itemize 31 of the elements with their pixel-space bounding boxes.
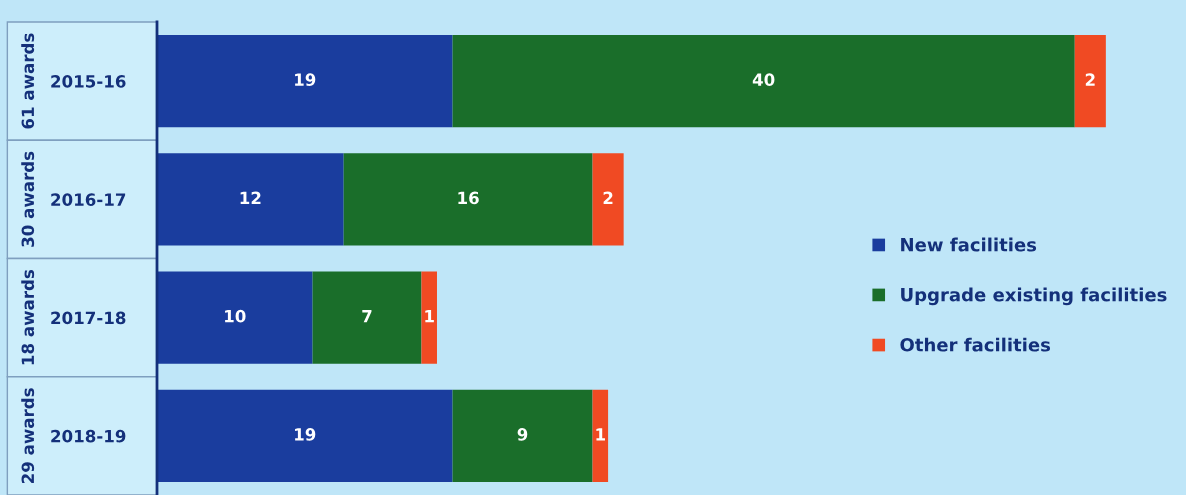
legend-label: Upgrade existing facilities (901, 287, 1167, 306)
data-label: 7 (362, 310, 372, 323)
legend-label: New facilities (901, 237, 1037, 252)
data-label: 9 (517, 428, 528, 441)
y-tick-label: 2016-17 (51, 193, 126, 206)
legend-label: Other facilities (900, 337, 1051, 352)
y-tick-label: 2015-16 (51, 75, 126, 88)
bar (343, 153, 593, 246)
data-label: 10 (225, 309, 246, 323)
text: 61 awards (21, 33, 35, 129)
data-label: 2 (1085, 73, 1095, 86)
data-label: 19 (295, 428, 316, 441)
bar (592, 389, 609, 482)
data-label: 16 (458, 191, 479, 205)
bar (592, 153, 624, 246)
text: 18 awards (21, 269, 35, 365)
y-tick-label: 2018-19 (51, 429, 126, 443)
data-label: 12 (240, 191, 261, 204)
bar (421, 271, 437, 364)
text: 30 awards (21, 151, 35, 247)
data-label: 19 (295, 73, 316, 86)
bar (312, 271, 422, 364)
y-tick-label: 2017-18 (51, 311, 126, 325)
data-label: 1 (425, 310, 434, 323)
data-label: 1 (596, 428, 605, 441)
bar (1074, 35, 1106, 128)
data-label: 40 (752, 73, 775, 86)
data-label: 2 (603, 191, 613, 204)
bar (452, 35, 1075, 128)
text: 29 awards (21, 388, 35, 484)
bar (452, 389, 593, 482)
